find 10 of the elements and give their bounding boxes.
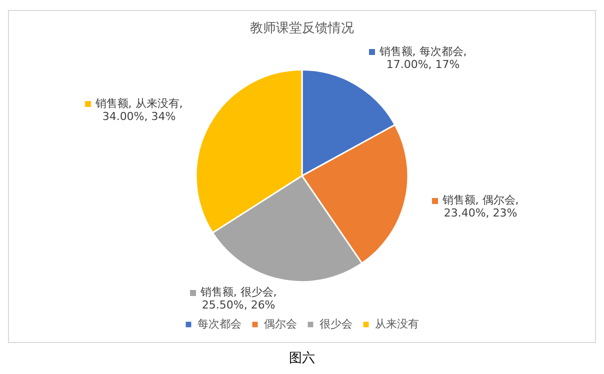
data-label: 销售额, 从来没有, 34.00%, 34% xyxy=(94,96,183,123)
data-label: 销售额, 偶尔会, 23.40%, 23% xyxy=(441,194,519,220)
chart-title: 教师课堂反馈情况 xyxy=(250,21,354,36)
legend-label: 偶尔会 xyxy=(264,317,297,330)
data-label: 销售额, 很少会, 25.50%, 26% xyxy=(199,286,277,312)
legend-label: 从来没有 xyxy=(375,317,419,330)
data-label: 销售额, 每次都会, 17.00%, 17% xyxy=(378,45,467,72)
legend-label: 很少会 xyxy=(320,317,352,330)
legend-label: 每次都会 xyxy=(198,317,242,330)
text: 图六 xyxy=(288,350,316,367)
